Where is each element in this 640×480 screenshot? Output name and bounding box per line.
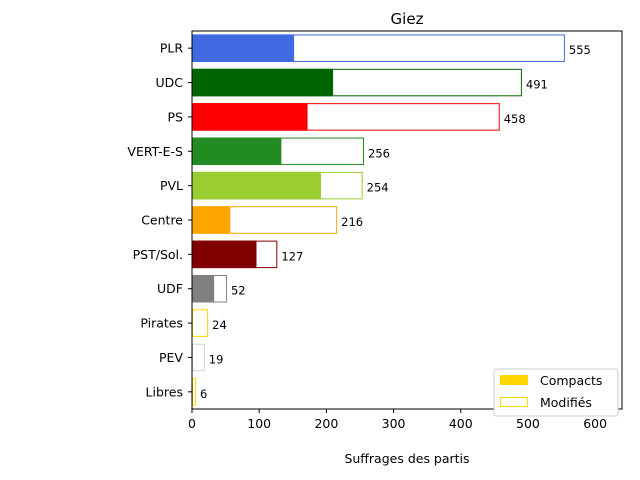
- value-label-ps: 458: [504, 112, 526, 126]
- bar-compacts-centre: [192, 206, 231, 234]
- value-label-plr: 555: [569, 43, 591, 57]
- legend-swatch-compacts: [500, 375, 528, 385]
- value-label-pvl: 254: [367, 181, 389, 195]
- value-label-centre: 216: [341, 215, 363, 229]
- bar-compacts-ps: [192, 103, 308, 131]
- bar-compacts-vert-e-s: [192, 137, 282, 166]
- x-tick-label-600: 600: [583, 416, 607, 431]
- bar-modifies-libres: [192, 378, 197, 406]
- category-label-pst-sol: PST/Sol.: [133, 247, 183, 262]
- value-label-udf: 52: [231, 284, 246, 298]
- category-label-ps: PS: [168, 109, 184, 124]
- category-label-pev: PEV: [159, 350, 183, 365]
- x-tick-label-100: 100: [247, 416, 271, 431]
- category-label-pirates: Pirates: [140, 316, 183, 331]
- bar-modifies-pev: [192, 343, 205, 372]
- plot-frame: [191, 30, 623, 410]
- legend: Compacts Modifiés: [493, 368, 619, 417]
- value-label-pev: 19: [209, 352, 224, 366]
- axes-group: PLR UDC PS VERT-E-S PVL Centre PST/Sol. UDF Pira…: [127, 30, 623, 431]
- category-label-plr: PLR: [160, 41, 184, 56]
- category-label-udf: UDF: [157, 281, 183, 296]
- bar-compacts-udf: [192, 274, 215, 303]
- value-label-pst-sol: 127: [281, 249, 303, 263]
- value-label-udc: 491: [526, 78, 548, 92]
- value-label-pirates: 24: [212, 318, 227, 332]
- value-label-libres: 6: [200, 387, 207, 401]
- x-tick-label-300: 300: [382, 416, 406, 431]
- legend-swatch-modifies: [500, 397, 528, 407]
- category-label-centre: Centre: [141, 213, 183, 228]
- category-label-vert-e-s: VERT-E-S: [127, 144, 183, 159]
- legend-label-compacts: Compacts: [540, 373, 602, 388]
- x-tick-label-400: 400: [449, 416, 473, 431]
- bar-compacts-pvl: [192, 171, 321, 200]
- category-label-udc: UDC: [155, 75, 183, 90]
- x-axis-label: Suffrages des partis: [344, 451, 469, 466]
- category-label-pvl: PVL: [160, 178, 183, 193]
- bar-compacts-pst-sol: [192, 240, 257, 269]
- legend-label-modifies: Modifiés: [540, 395, 592, 410]
- x-tick-label-200: 200: [314, 416, 338, 431]
- chart-title: Giez: [391, 10, 424, 28]
- bar-modifies-pirates: [192, 309, 209, 337]
- category-label-libres: Libres: [146, 384, 183, 399]
- bars-group: 555 491 458 256 254 216 127 52 24 19 6: [192, 34, 591, 406]
- x-tick-label-0: 0: [188, 416, 196, 431]
- x-tick-label-500: 500: [516, 416, 540, 431]
- value-label-vert-e-s: 256: [368, 146, 390, 160]
- bar-compacts-plr: [192, 34, 295, 62]
- bar-compacts-udc: [192, 68, 334, 97]
